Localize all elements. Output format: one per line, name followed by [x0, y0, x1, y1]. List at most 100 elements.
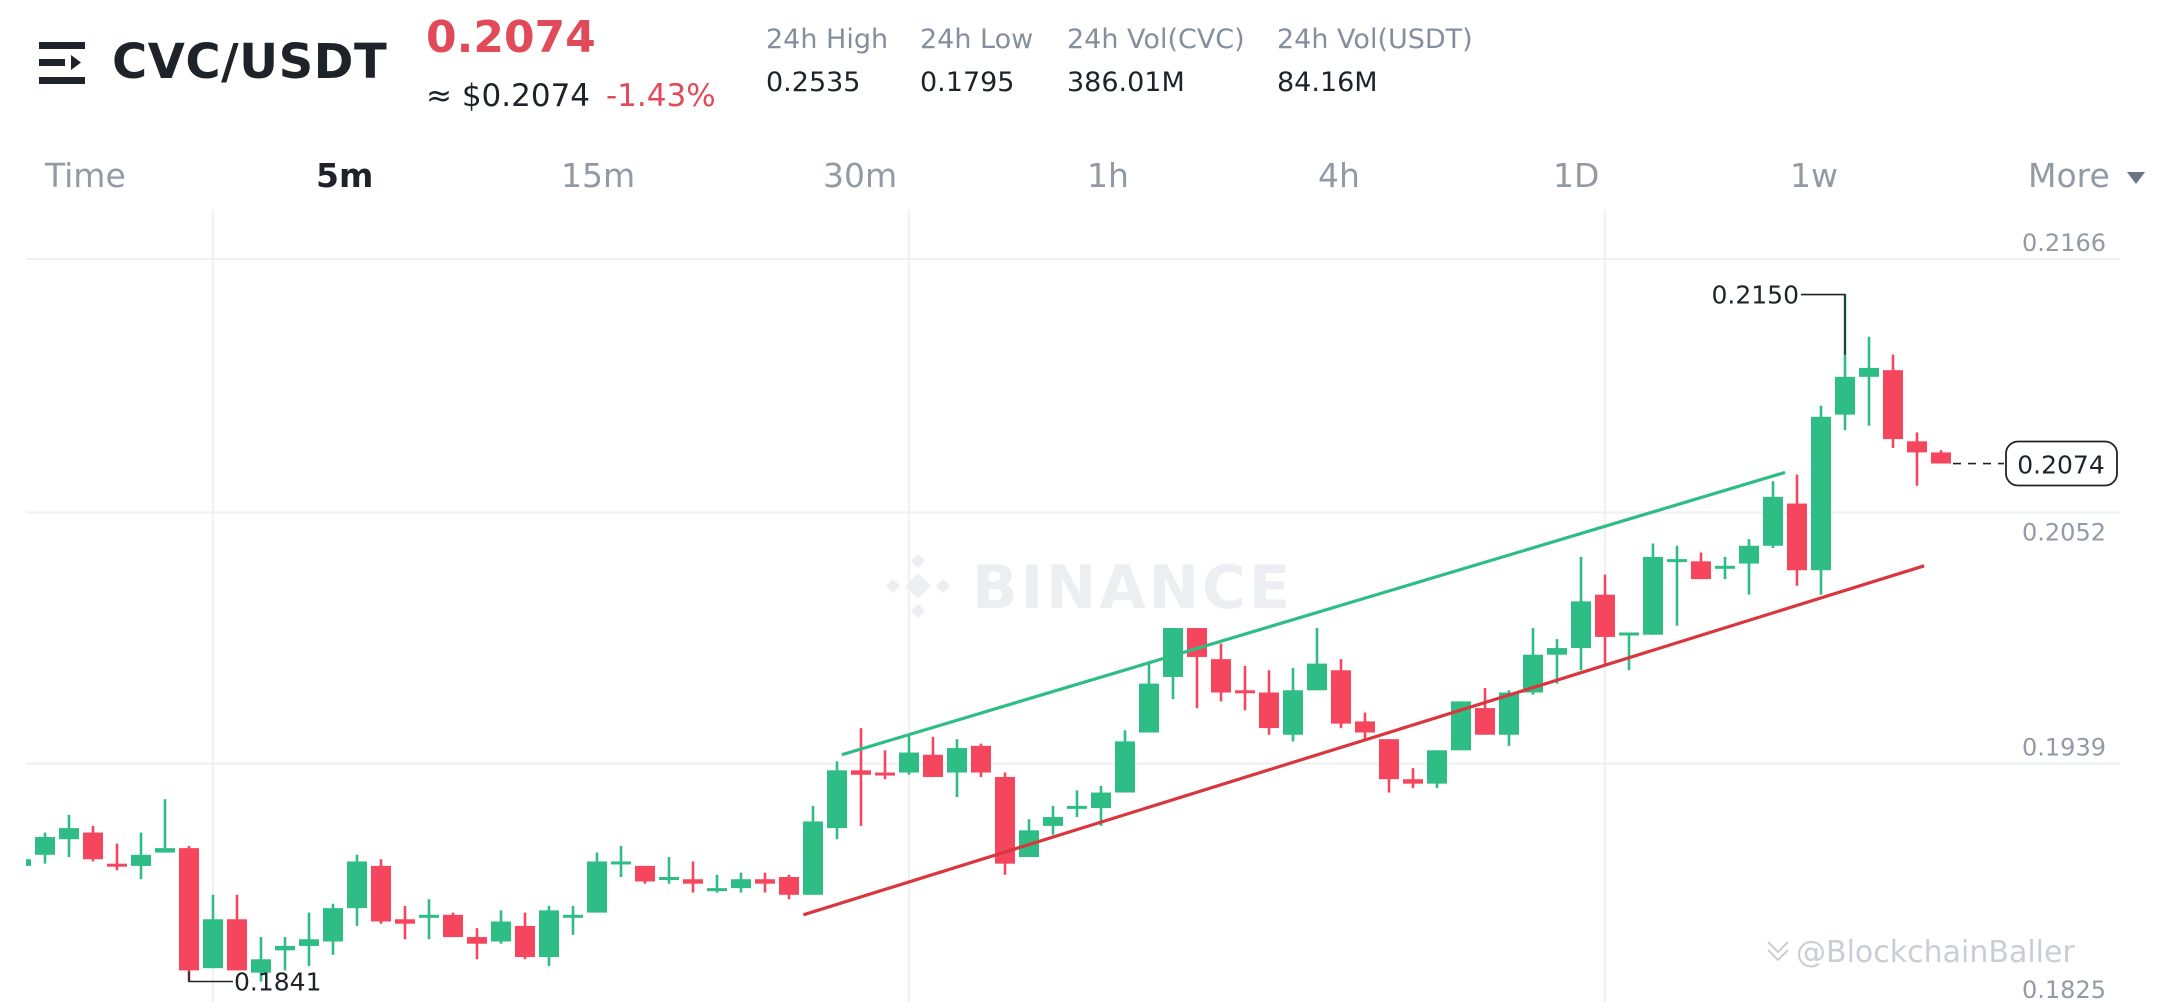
candle-body: [1355, 721, 1375, 733]
candle-body: [995, 776, 1015, 864]
candle-up: [1499, 690, 1519, 746]
tab-30m[interactable]: 30m: [823, 156, 898, 195]
candle-up: [419, 899, 439, 940]
low-marker-line: [188, 971, 233, 983]
candle-up: [347, 854, 367, 926]
candle-down: [1235, 665, 1255, 711]
candle-body: [1883, 370, 1903, 440]
candle-body: [26, 859, 31, 866]
tab-more[interactable]: More: [2028, 156, 2146, 195]
candle-down: [1883, 354, 1903, 448]
grid: [26, 210, 2120, 1002]
candle-body: [35, 837, 55, 855]
candle-up: [203, 894, 223, 969]
tab-more-label: More: [2028, 156, 2110, 195]
candle-body: [1859, 367, 1879, 377]
candle-up: [1811, 405, 1831, 595]
candle-body: [179, 848, 199, 971]
candle-up: [275, 937, 295, 971]
candle-body: [1115, 741, 1135, 793]
tab-1d[interactable]: 1D: [1553, 156, 1600, 195]
candle-body: [539, 910, 559, 958]
candle-up: [1643, 543, 1663, 635]
support-trend-line: [802, 564, 1925, 917]
candle-body: [1811, 416, 1831, 571]
candle-body: [107, 863, 127, 867]
candle-up: [131, 832, 151, 880]
candle-body: [947, 748, 967, 773]
candle-up: [827, 761, 847, 840]
candle-down: [875, 750, 895, 780]
candle-body: [299, 939, 319, 946]
candle-up: [299, 912, 319, 966]
candles: [26, 294, 1951, 982]
candle-body: [1523, 654, 1543, 693]
candle-body: [1931, 452, 1951, 464]
y-tick-label: 0.2052: [2022, 518, 2106, 546]
candle-down: [227, 894, 247, 971]
candle-down: [395, 905, 415, 940]
candle-up: [563, 905, 583, 935]
candle-body: [1667, 559, 1687, 563]
candle-body: [1475, 708, 1495, 735]
candle-down: [467, 928, 487, 960]
stat-label-vol-usdt: 24h Vol(USDT): [1277, 24, 1473, 55]
menu-icon[interactable]: [39, 42, 89, 84]
candle-up: [539, 905, 559, 966]
candle-up: [1139, 663, 1159, 733]
tab-5m[interactable]: 5m: [316, 156, 374, 195]
candle-body: [275, 945, 295, 951]
pair-title[interactable]: CVC/USDT: [112, 34, 388, 90]
candle-up: [323, 903, 343, 955]
candle-down: [443, 912, 463, 938]
trend-lines: [802, 470, 1925, 917]
candle-down: [107, 843, 127, 871]
candle-body: [395, 919, 415, 924]
candle-down: [179, 845, 199, 982]
tab-1w[interactable]: 1w: [1790, 156, 1838, 195]
high-marker-line: [1801, 293, 1846, 355]
candle-body: [899, 752, 919, 773]
tab-4h[interactable]: 4h: [1318, 156, 1360, 195]
candle-down: [971, 743, 991, 777]
candle-up: [1667, 545, 1687, 626]
candle-up: [731, 872, 751, 893]
y-tick-label: 0.2166: [2022, 229, 2106, 257]
candle-body: [1547, 648, 1567, 655]
binance-watermark-text: BINANCE: [972, 553, 1293, 623]
candle-up: [1043, 805, 1063, 835]
candle-body: [491, 921, 511, 942]
stat-label-24h-low: 24h Low: [920, 24, 1034, 55]
candle-body: [323, 908, 343, 942]
tab-15m[interactable]: 15m: [561, 156, 636, 195]
candle-up: [35, 832, 55, 864]
candle-body: [587, 861, 607, 913]
candle-down: [1475, 688, 1495, 735]
candle-up: [707, 874, 727, 893]
candle-body: [371, 865, 391, 922]
price-change: -1.43%: [606, 78, 716, 114]
candle-body: [1619, 632, 1639, 636]
candle-down: [1787, 474, 1807, 586]
candle-up: [1763, 481, 1783, 549]
candle-body: [1043, 816, 1063, 826]
candle-body: [1715, 565, 1735, 569]
candle-up: [1283, 668, 1303, 742]
tab-1h[interactable]: 1h: [1087, 156, 1129, 195]
candle-up: [1547, 639, 1567, 684]
candle-body: [131, 854, 151, 866]
tab-time[interactable]: Time: [45, 156, 126, 195]
candle-body: [971, 745, 991, 773]
candle-up: [1619, 632, 1639, 671]
candle-up: [1715, 556, 1735, 580]
y-tick-label: 0.1939: [2022, 734, 2106, 762]
candle-body: [659, 877, 679, 881]
candle-up: [1571, 556, 1591, 671]
candle-up: [1307, 628, 1327, 691]
candle-down: [371, 859, 391, 924]
candle-down: [83, 825, 103, 862]
candle-body: [803, 821, 823, 895]
y-tick-label: 0.1825: [2022, 976, 2106, 1002]
high-price-annotation: 0.2150: [1712, 281, 1799, 310]
